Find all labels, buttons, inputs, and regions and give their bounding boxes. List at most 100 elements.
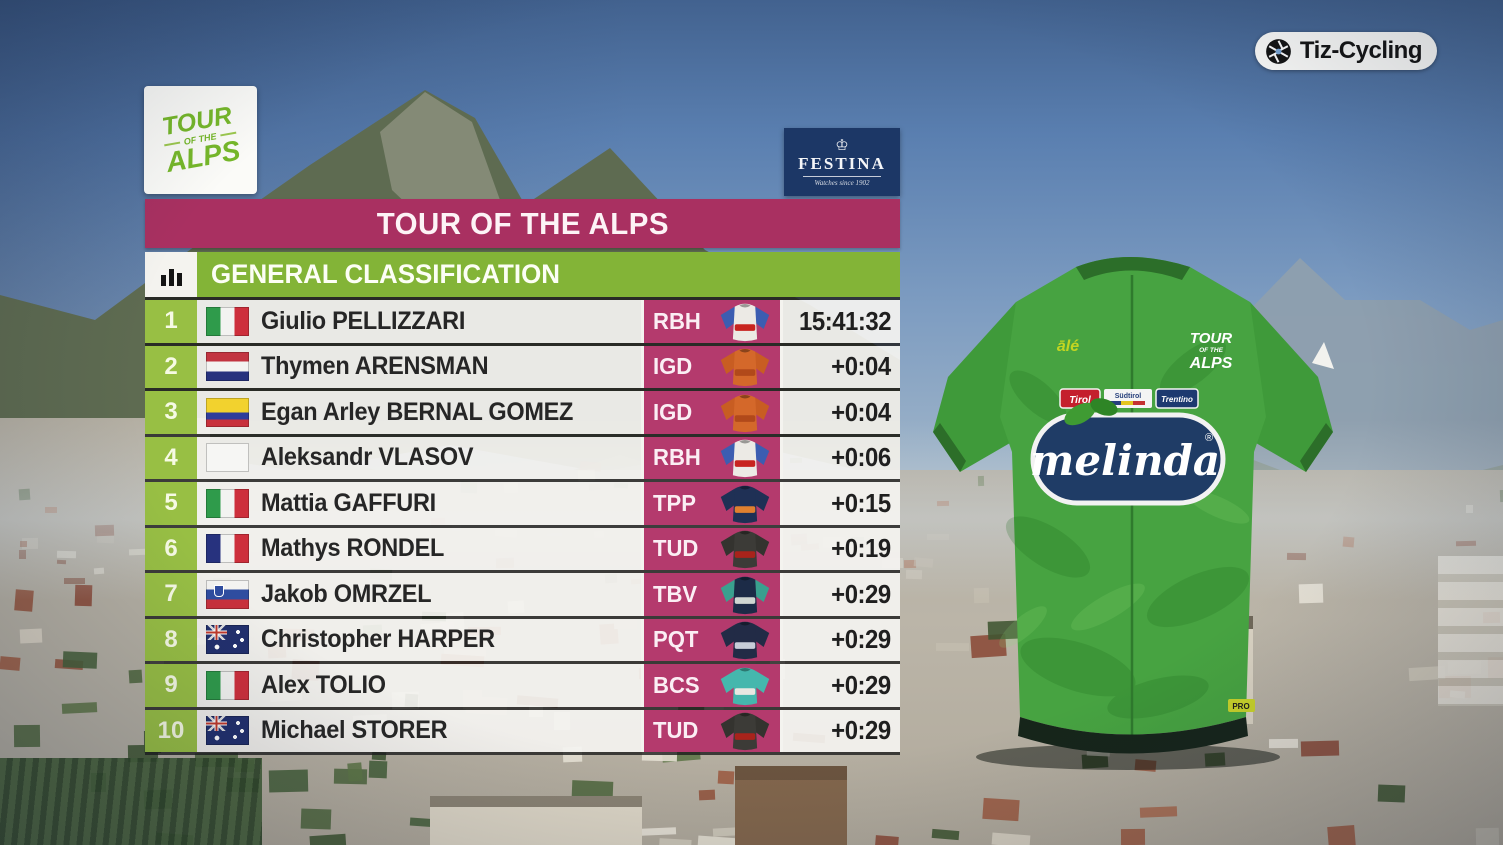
jersey-sponsor-strip: Tirol Südtirol Trentino	[1059, 388, 1199, 409]
team-code: TUD	[653, 535, 699, 562]
rider-cell: Mathys RONDEL	[197, 527, 641, 570]
flag-fr	[206, 534, 249, 564]
time-gap: +0:29	[831, 669, 891, 700]
festina-name: FESTINA	[798, 153, 886, 173]
time-gap: +0:29	[831, 624, 891, 655]
standings-row: 7 Jakob OMRZEL TBV +0:29	[145, 573, 900, 619]
flag-si	[206, 579, 249, 609]
broadcaster-logo: Tiz-Cycling	[1254, 32, 1437, 70]
standings-table: 1 Giulio PELLIZZARI RBH 15:41:32 2	[145, 297, 900, 755]
rank-cell: 7	[145, 573, 197, 616]
rider-name: Christopher HARPER	[261, 625, 495, 654]
standings-row: 5 Mattia GAFFURI TPP +0:15	[145, 482, 900, 528]
time-gap: +0:04	[831, 396, 891, 427]
standings-row: 10 Michael STORER TUD +0:29	[145, 709, 900, 755]
standings-row: 1 Giulio PELLIZZARI RBH 15:41:32	[145, 300, 900, 346]
rider-cell: Aleksandr VLASOV	[197, 436, 641, 479]
team-jersey-icon	[720, 485, 770, 523]
rank-cell: 4	[145, 436, 197, 479]
standings-row: 8 Christopher HARPER PQT +0:29	[145, 618, 900, 664]
jersey-shadow	[976, 744, 1280, 770]
festina-crest-icon: ♔	[835, 136, 849, 154]
rank-cell: 1	[145, 300, 197, 343]
rider-cell: Thymen ARENSMAN	[197, 345, 641, 388]
rider-name: Aleksandr VLASOV	[261, 443, 474, 472]
rider-name: Egan Arley BERNAL GOMEZ	[261, 397, 574, 426]
vineyard-rows	[0, 758, 262, 845]
rider-name: Michael STORER	[261, 716, 448, 745]
festina-tagline: Watches since 1902	[814, 178, 870, 187]
rider-cell: Egan Arley BERNAL GOMEZ	[197, 391, 641, 434]
flag-neutral	[206, 443, 249, 473]
jersey-tag: PRO	[1232, 702, 1249, 711]
rider-name: Jakob OMRZEL	[261, 579, 432, 608]
standings-row: 9 Alex TOLIO BCS +0:29	[145, 664, 900, 710]
rider-cell: Alex TOLIO	[197, 664, 641, 707]
festina-sponsor-logo: ♔ FESTINA Watches since 1902	[784, 128, 900, 196]
section-title: GENERAL CLASSIFICATION	[211, 259, 560, 289]
team-jersey-icon	[720, 349, 770, 387]
team-jersey-icon	[720, 303, 770, 341]
team-cell: TUD	[641, 527, 783, 570]
long-pale-building	[430, 796, 642, 845]
time-gap: 15:41:32	[798, 305, 892, 336]
svg-text:®: ®	[1205, 432, 1213, 444]
leaf-pattern	[1005, 339, 1250, 719]
festina-divider	[803, 175, 881, 177]
flag-co	[206, 397, 249, 427]
time-cell: +0:15	[783, 482, 900, 525]
flag-it	[206, 306, 249, 336]
title-bar: TOUR OF THE ALPS	[145, 199, 900, 248]
rank-cell: 9	[145, 664, 197, 707]
team-code: TPP	[653, 489, 696, 516]
team-cell: PQT	[641, 618, 783, 661]
team-jersey-icon	[720, 622, 770, 660]
team-code: TUD	[653, 717, 699, 744]
standings-row: 3 Egan Arley BERNAL GOMEZ IGD +0:04	[145, 391, 900, 437]
jersey-hem	[1018, 717, 1248, 754]
rider-cell: Mattia GAFFURI	[197, 482, 641, 525]
ale-brand: ālé	[1057, 338, 1079, 355]
flag-nl	[206, 352, 249, 382]
rider-name: Mathys RONDEL	[261, 534, 445, 563]
flag-it	[206, 488, 249, 518]
rank-cell: 8	[145, 618, 197, 661]
rank-cell: 6	[145, 527, 197, 570]
team-cell: RBH	[641, 300, 783, 343]
time-cell: +0:29	[783, 618, 900, 661]
svg-text:ALPS: ALPS	[1189, 355, 1233, 372]
team-jersey-icon	[720, 667, 770, 705]
team-cell: TBV	[641, 573, 783, 616]
team-cell: RBH	[641, 436, 783, 479]
team-code: IGD	[653, 353, 693, 380]
team-jersey-icon	[720, 576, 770, 614]
section-bar: GENERAL CLASSIFICATION	[145, 252, 900, 297]
jersey-collar	[1076, 257, 1190, 280]
rock-face	[380, 92, 500, 228]
rank-cell: 10	[145, 709, 197, 752]
time-cell: +0:04	[783, 345, 900, 388]
time-gap: +0:29	[831, 578, 891, 609]
time-cell: +0:06	[783, 436, 900, 479]
standings-row: 4 Aleksandr VLASOV RBH +0:06	[145, 436, 900, 482]
team-jersey-icon	[720, 531, 770, 569]
melinda-logo: melinda ®	[1030, 398, 1226, 506]
time-gap: +0:19	[831, 533, 891, 564]
rider-name: Giulio PELLIZZARI	[261, 306, 466, 335]
team-jersey-icon	[720, 394, 770, 432]
svg-text:Trentino: Trentino	[1161, 395, 1193, 404]
leader-jersey: ālé TOUR OF THE ALPS Tirol Südtirol Tren…	[933, 257, 1334, 770]
time-gap: +0:04	[831, 351, 891, 382]
team-cell: TPP	[641, 482, 783, 525]
svg-text:melinda: melinda	[1030, 436, 1220, 485]
brown-building	[735, 766, 847, 845]
rider-name: Mattia GAFFURI	[261, 488, 436, 517]
svg-text:TOUR: TOUR	[1190, 330, 1232, 347]
svg-text:Tirol: Tirol	[1069, 395, 1091, 406]
team-jersey-icon	[720, 440, 770, 478]
broadcaster-label: Tiz-Cycling	[1299, 37, 1423, 64]
team-cell: TUD	[641, 709, 783, 752]
rider-cell: Jakob OMRZEL	[197, 573, 641, 616]
time-cell: +0:29	[783, 664, 900, 707]
event-logo: TOUR OF THE ALPS	[144, 86, 257, 194]
